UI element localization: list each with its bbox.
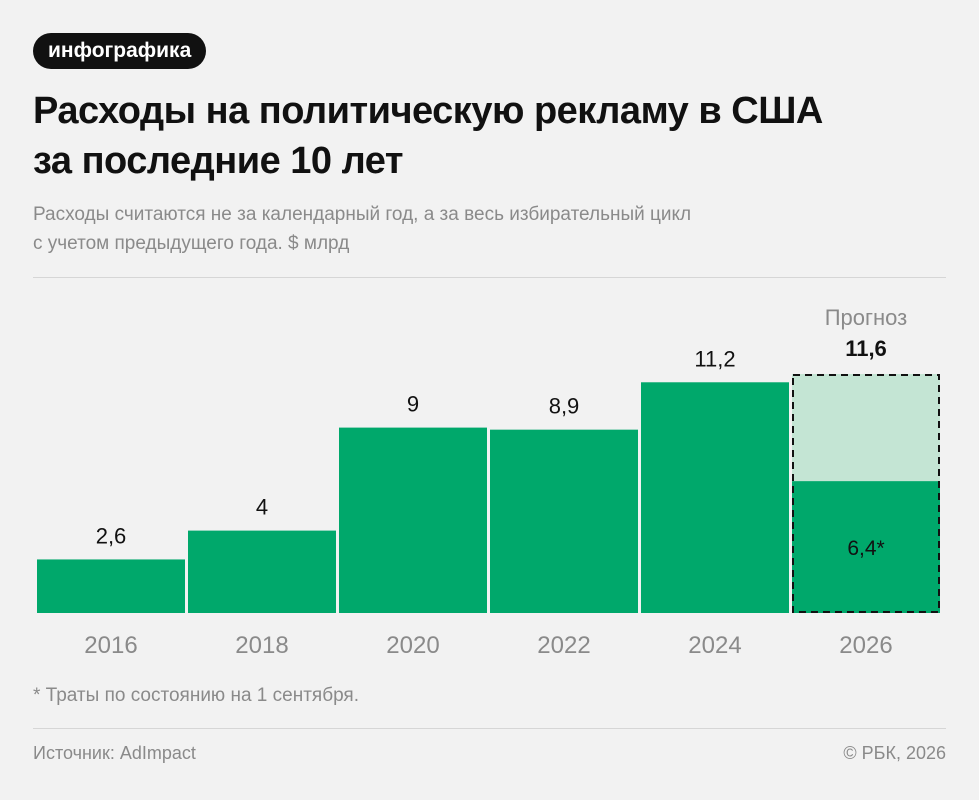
value-label-2024: 11,2 <box>694 346 735 371</box>
bar-2018 <box>188 530 336 613</box>
chart-subtitle: Расходы считаются не за календарный год,… <box>33 200 933 258</box>
bar-chart: 2,6 2016 4 2018 9 2020 8,9 2022 11,2 2024 6,4* 11,6… <box>37 305 940 659</box>
value-label-2016: 2,6 <box>96 523 127 548</box>
x-tick-label-2024: 2024 <box>688 632 741 659</box>
x-tick-label-2016: 2016 <box>84 632 137 659</box>
partial-value-label-2026: 6,4* <box>847 537 884 560</box>
subtitle-line-1: Расходы считаются не за календарный год,… <box>33 204 692 225</box>
title-line-1: Расходы на политическую рекламу в США <box>33 90 823 132</box>
value-label-2022: 8,9 <box>549 394 580 419</box>
subtitle-line-2: с учетом предыдущего года. $ млрд <box>33 233 350 254</box>
category-tag: инфографика <box>33 33 207 69</box>
value-label-2026: 11,6 <box>845 336 887 361</box>
copyright-label: © РБК, 2026 <box>843 743 946 763</box>
x-tick-label-2022: 2022 <box>537 632 590 659</box>
forecast-outline-2026 <box>792 374 940 614</box>
bar-2016 <box>37 559 185 613</box>
forecast-label: Прогноз <box>825 305 908 330</box>
x-tick-label-2018: 2018 <box>235 632 288 659</box>
partial-bar-2026 <box>792 481 940 613</box>
bar-2022 <box>490 429 638 613</box>
page-title: Расходы на политическую рекламу в США за… <box>33 86 953 186</box>
x-tick-label-2026: 2026 <box>839 632 892 659</box>
footer-divider <box>33 728 946 729</box>
bar-2020 <box>339 427 487 613</box>
value-label-2020: 9 <box>407 392 419 417</box>
title-line-2: за последние 10 лет <box>33 140 403 182</box>
value-label-2018: 4 <box>256 495 268 520</box>
top-divider <box>33 277 946 278</box>
bar-2024 <box>641 382 789 613</box>
footnote: * Траты по состоянию на 1 сентября. <box>33 685 359 706</box>
x-tick-label-2020: 2020 <box>386 632 439 659</box>
source-label: Источник: AdImpact <box>33 743 196 763</box>
